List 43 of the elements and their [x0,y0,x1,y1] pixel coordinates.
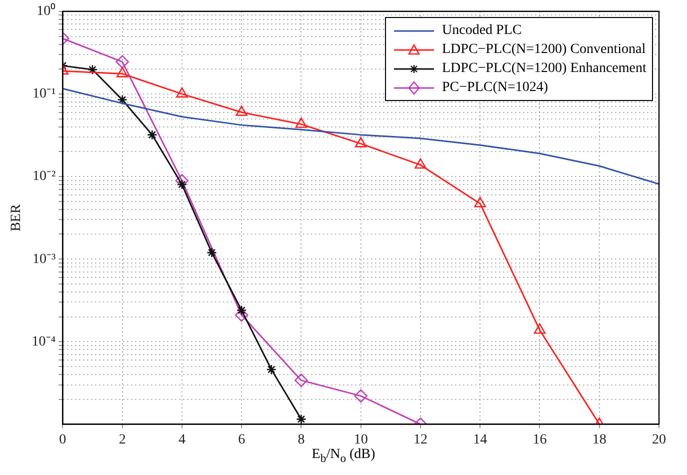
point [354,137,367,148]
point [474,196,486,208]
legend-label: LDPC−PLC(N=1200) Enhancement [442,60,646,78]
point [176,87,188,98]
y-tick-label: 10⁻⁴ [32,334,56,350]
x-tick-label: 20 [652,432,666,448]
legend-label: PC−PLC(N=1024) [442,79,548,98]
point [236,305,247,316]
x-tick-label: 16 [532,432,547,448]
y-axis-title: BER [9,204,24,232]
x-tick-label: 4 [178,432,186,448]
x-tick-label: 14 [473,432,488,448]
y-tick-label: 10⁻³ [32,252,56,267]
point [116,67,128,78]
y-tick-label: 10⁰ [36,3,56,20]
point [87,64,98,75]
point [176,179,188,190]
point [146,130,158,140]
point [234,308,248,322]
point [295,118,308,128]
point [414,158,426,169]
point [534,323,546,334]
point [296,414,306,424]
point [116,55,129,68]
point [175,174,189,188]
x-tick-label: 6 [238,432,246,448]
y-tick-label: 10⁻² [32,169,56,184]
x-tick-label: 10 [354,432,368,448]
x-tick-label: 2 [118,432,126,448]
y-tick-label: 10⁻¹ [32,86,56,102]
x-tick-label: 18 [592,432,606,448]
point [294,374,308,387]
x-axis-title: E$_{b}$/N$_{o}$ (dB) [310,447,376,465]
x-tick-label: 12 [413,432,428,448]
legend-label: Uncoded PLC [442,22,522,40]
x-tick-label: 0 [59,432,66,448]
x-tick-label: 8 [298,432,305,448]
point [266,364,277,375]
point [117,94,128,105]
point [354,389,368,403]
point [236,106,248,116]
legend-label: LDPC−PLC(N=1200) Conventional [442,41,646,60]
point [206,247,217,258]
